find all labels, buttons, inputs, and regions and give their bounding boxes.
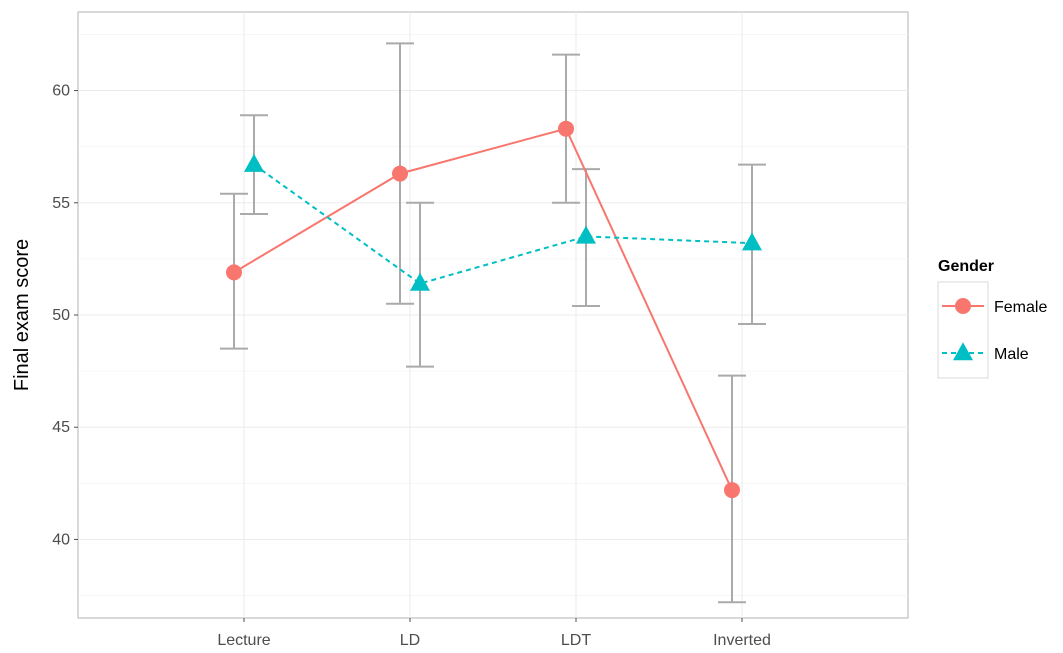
y-tick-label: 60	[52, 83, 70, 100]
data-point-female	[558, 121, 574, 137]
y-tick-label: 40	[52, 531, 70, 548]
legend-label-male: Male	[994, 346, 1029, 363]
x-tick-label: LD	[400, 632, 420, 649]
x-tick-label: Lecture	[217, 632, 270, 649]
legend-key-box	[938, 282, 988, 378]
x-axis: Lecture LD LDT Inverted	[217, 618, 771, 649]
x-tick-label: Inverted	[713, 632, 771, 649]
legend-title: Gender	[938, 258, 994, 275]
y-tick-label: 55	[52, 195, 70, 212]
x-tick-label: LDT	[561, 632, 591, 649]
data-point-female	[392, 166, 408, 182]
y-axis: 40 45 50 55 60	[52, 83, 78, 549]
legend-label-female: Female	[994, 299, 1047, 316]
y-axis-title: Final exam score	[11, 239, 33, 391]
y-tick-label: 50	[52, 307, 70, 324]
legend-key-circle-icon	[955, 298, 971, 314]
legend: Gender Female Male	[938, 258, 1047, 378]
y-tick-label: 45	[52, 419, 70, 436]
data-point-female	[226, 264, 242, 280]
data-point-female	[724, 482, 740, 498]
